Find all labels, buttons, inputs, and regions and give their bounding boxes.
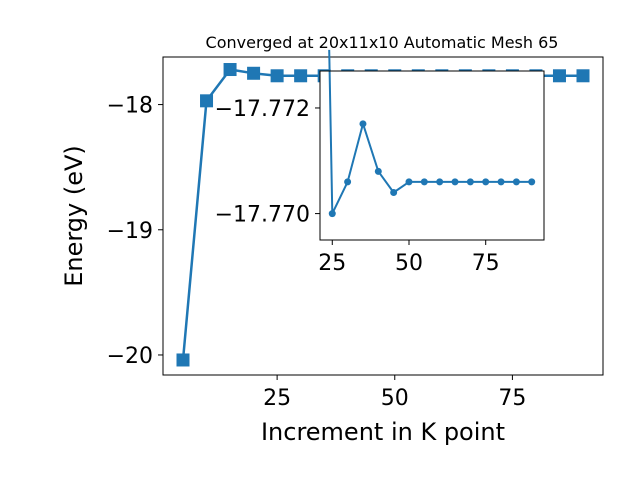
x-tick-label: 50	[381, 386, 409, 411]
data-point	[420, 178, 428, 186]
x-tick-label: 75	[472, 251, 500, 276]
inset-plot-frame	[319, 70, 545, 241]
x-axis-label: Increment in K point	[261, 418, 505, 446]
x-tick-label: 50	[395, 251, 423, 276]
data-point	[294, 69, 308, 83]
data-point	[390, 188, 398, 196]
chart-title: Converged at 20x11x10 Automatic Mesh 65	[206, 33, 559, 52]
inset-series	[328, 49, 536, 218]
data-point	[482, 178, 490, 186]
y-axis-label: Energy (eV)	[60, 145, 88, 287]
data-point	[576, 69, 590, 83]
data-point	[512, 178, 520, 186]
y-tick-label: −17.772	[215, 97, 310, 122]
data-point	[344, 178, 352, 186]
main-axis-ticks: 25 50 75 −18 −19 −20	[107, 94, 527, 411]
x-tick-label: 75	[498, 386, 526, 411]
y-tick-label: −19	[107, 219, 153, 244]
data-point	[200, 94, 214, 108]
inset-background	[320, 71, 544, 240]
data-point	[359, 120, 367, 128]
y-tick-label: −20	[107, 344, 153, 369]
data-point	[176, 353, 190, 367]
x-tick-label: 25	[263, 386, 291, 411]
data-point	[436, 178, 444, 186]
inset-axis-ticks: 25 50 75 −17.772 −17.770	[215, 97, 500, 276]
data-point	[405, 178, 413, 186]
y-tick-label: −18	[107, 94, 153, 119]
data-point	[223, 63, 237, 77]
data-point	[451, 178, 459, 186]
data-point	[552, 69, 566, 83]
main-plot-frame	[162, 56, 604, 376]
data-point	[497, 178, 505, 186]
data-point	[528, 178, 536, 186]
y-tick-label: −17.770	[215, 203, 310, 228]
data-point	[247, 66, 261, 80]
x-tick-label: 25	[318, 251, 346, 276]
data-point	[466, 178, 474, 186]
data-point	[374, 167, 382, 175]
data-point	[328, 210, 336, 218]
data-point	[270, 69, 284, 83]
